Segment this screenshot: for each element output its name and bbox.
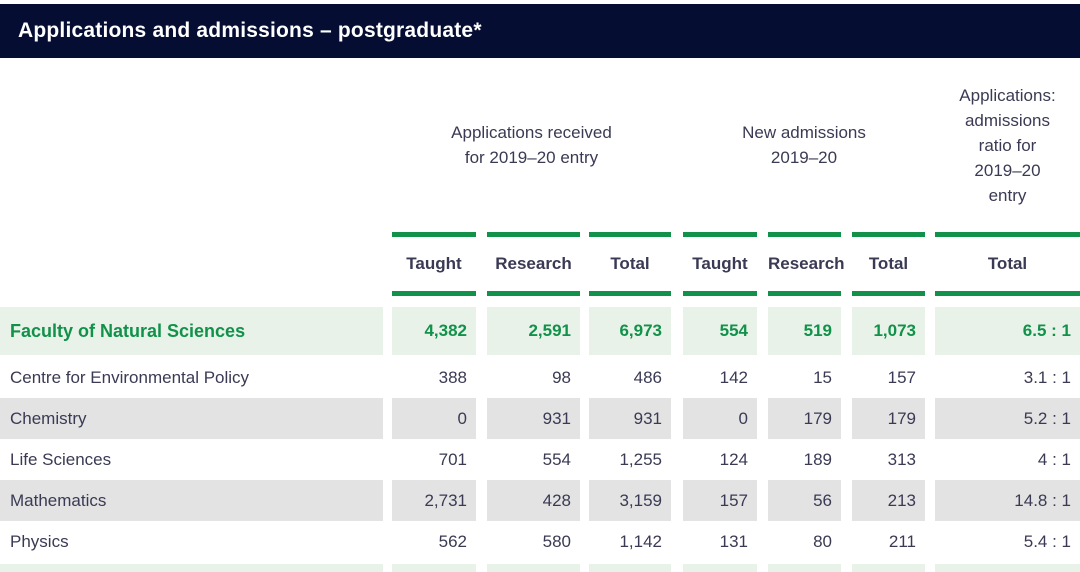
green-rule-segment [852, 291, 925, 296]
cell-admissions-taught: 124 [719, 449, 748, 469]
cell-partial [589, 564, 671, 572]
cell-admissions-research: 179 [768, 398, 841, 439]
cell-applications-research: 428 [487, 480, 580, 521]
cell-applications-research: 554 [542, 449, 571, 469]
cell-applications-taught: 4,382 [392, 307, 476, 355]
column-header-admissions-taught: Taught [692, 254, 748, 273]
cell-applications-research: 931 [487, 398, 580, 439]
cell-applications-total: 1,142 [619, 531, 662, 551]
row-physics: Physics 562 580 1,142 131 80 211 5.4 : 1 [0, 521, 1080, 562]
green-rule-below-subheaders [0, 291, 1080, 296]
column-header-ratio-total: Total [987, 254, 1028, 273]
cell-partial [768, 564, 841, 572]
column-header-admissions-research: Research [768, 254, 845, 273]
row-chemistry: Chemistry 0 931 931 0 179 179 5.2 : 1 [0, 398, 1080, 439]
cell-ratio: 5.2 : 1 [935, 398, 1080, 439]
cell-admissions-total: 179 [852, 398, 925, 439]
cell-applications-total: 6,973 [589, 307, 671, 355]
green-rule-segment [852, 232, 925, 237]
row-faculty-of-natural-sciences: Faculty of Natural Sciences 4,382 2,591 … [0, 307, 1080, 355]
rule-spacer [0, 291, 383, 296]
cell-partial [852, 564, 925, 572]
cell-partial [0, 564, 383, 572]
spacer [0, 296, 1080, 307]
row-label: Life Sciences [10, 449, 112, 469]
subheader-row: Taught Research Total Taught Research To… [0, 237, 1080, 291]
green-rule-segment [589, 291, 671, 296]
cell-admissions-research: 56 [768, 480, 841, 521]
cell-applications-taught: 562 [438, 531, 467, 551]
cell-partial [487, 564, 580, 572]
cell-applications-research: 98 [552, 367, 571, 387]
cell-applications-total: 931 [589, 398, 671, 439]
page-title: Applications and admissions – postgradua… [18, 19, 482, 42]
cell-applications-taught: 701 [438, 449, 467, 469]
group-header-new-admissions: New admissions 2019–20 [742, 123, 866, 167]
row-label: Physics [10, 531, 69, 551]
green-rule-segment [935, 232, 1080, 237]
green-rule-segment [487, 291, 580, 296]
column-header-applications-total: Total [610, 254, 650, 273]
cell-applications-total: 3,159 [589, 480, 671, 521]
column-header-applications-research: Research [495, 254, 572, 273]
green-rule-segment [768, 291, 841, 296]
column-header-admissions-total: Total [868, 254, 909, 273]
cell-applications-taught: 0 [392, 398, 476, 439]
cell-admissions-taught: 0 [683, 398, 757, 439]
cell-ratio: 5.4 : 1 [1023, 531, 1071, 551]
row-label: Faculty of Natural Sciences [0, 307, 383, 355]
cell-applications-taught: 388 [438, 367, 467, 387]
cell-ratio: 6.5 : 1 [935, 307, 1080, 355]
cell-applications-total: 1,255 [619, 449, 662, 469]
cell-admissions-taught: 131 [719, 531, 748, 551]
row-centre-for-environmental-policy: Centre for Environmental Policy 388 98 4… [0, 357, 1080, 398]
cell-admissions-total: 211 [888, 531, 916, 551]
green-rule-segment [683, 232, 757, 237]
green-rule-segment [683, 291, 757, 296]
row-mathematics: Mathematics 2,731 428 3,159 157 56 213 1… [0, 480, 1080, 521]
group-header-applications-received: Applications received for 2019–20 entry [451, 123, 612, 167]
cell-partial [935, 564, 1080, 572]
green-rule-segment [487, 232, 580, 237]
green-rule-segment [935, 291, 1080, 296]
cell-applications-taught: 2,731 [392, 480, 476, 521]
title-bar: Applications and admissions – postgradua… [0, 4, 1080, 58]
cell-partial [683, 564, 757, 572]
green-rule-segment [392, 232, 476, 237]
cell-admissions-taught: 554 [683, 307, 757, 355]
cell-ratio: 14.8 : 1 [935, 480, 1080, 521]
cell-admissions-total: 213 [852, 480, 925, 521]
cell-admissions-total: 157 [887, 367, 916, 387]
row-life-sciences: Life Sciences 701 554 1,255 124 189 313 … [0, 439, 1080, 480]
group-header-band: Applications received for 2019–20 entry … [0, 58, 1080, 232]
cell-admissions-research: 15 [813, 367, 832, 387]
cell-admissions-research: 189 [803, 449, 832, 469]
cell-admissions-taught: 142 [719, 367, 748, 387]
cell-admissions-research: 80 [813, 531, 832, 551]
cell-admissions-total: 1,073 [852, 307, 925, 355]
cell-admissions-taught: 157 [683, 480, 757, 521]
green-rule-segment [589, 232, 671, 237]
cell-partial [392, 564, 476, 572]
green-rule-segment [392, 291, 476, 296]
cell-admissions-total: 313 [887, 449, 916, 469]
cell-applications-research: 580 [542, 531, 571, 551]
rule-spacer [0, 232, 383, 237]
cell-applications-total: 486 [633, 367, 662, 387]
row-label: Chemistry [0, 398, 383, 439]
cell-applications-research: 2,591 [487, 307, 580, 355]
cell-ratio: 3.1 : 1 [1023, 367, 1071, 387]
green-rule-above-subheaders [0, 232, 1080, 237]
cell-admissions-research: 519 [768, 307, 841, 355]
green-rule-segment [768, 232, 841, 237]
row-label: Centre for Environmental Policy [10, 367, 250, 387]
group-header-applications-admissions-ratio: Applications: admissions ratio for 2019–… [959, 85, 1056, 205]
next-row-partial [0, 564, 1080, 572]
column-header-applications-taught: Taught [406, 254, 462, 273]
row-label: Mathematics [0, 480, 383, 521]
cell-ratio: 4 : 1 [1037, 449, 1071, 469]
